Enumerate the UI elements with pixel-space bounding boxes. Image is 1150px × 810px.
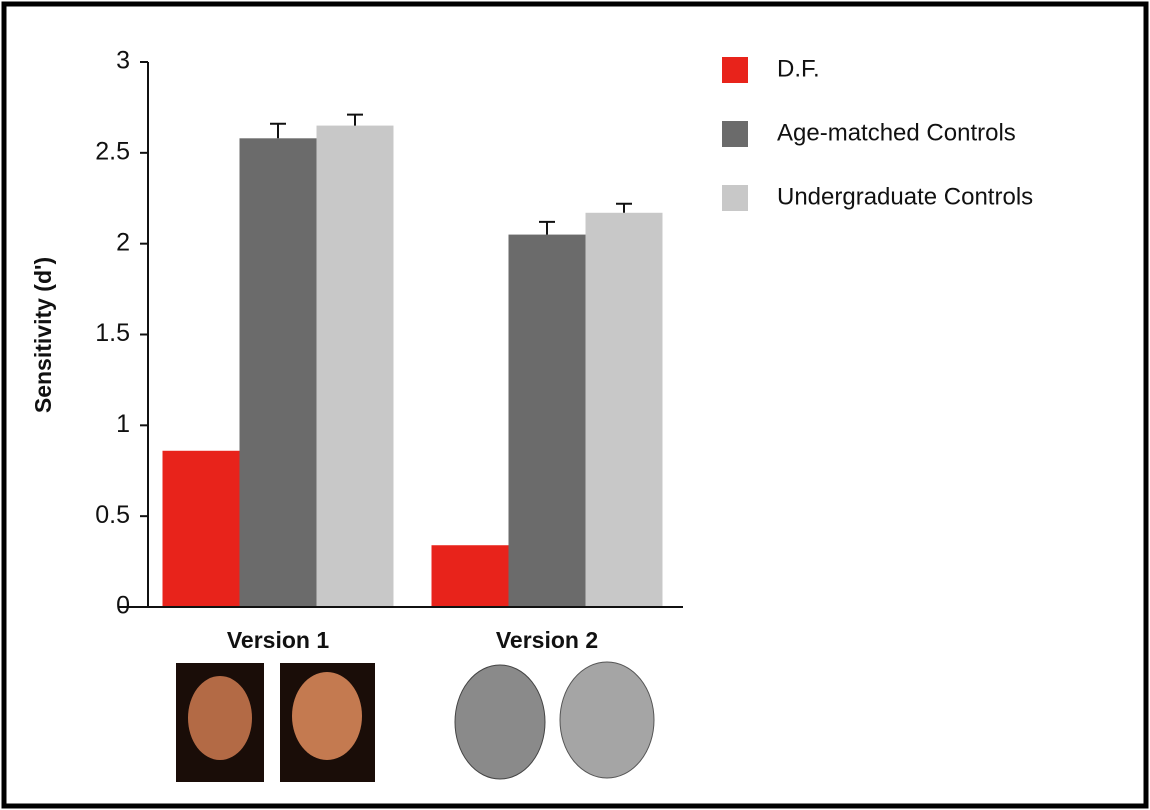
legend-swatch bbox=[722, 57, 748, 83]
face bbox=[188, 676, 252, 760]
x-tick-label: Version 1 bbox=[227, 627, 329, 653]
face-texture bbox=[559, 661, 655, 779]
face bbox=[292, 672, 362, 760]
legend-label: Age-matched Controls bbox=[777, 119, 1016, 146]
bar bbox=[431, 545, 509, 607]
bar bbox=[239, 138, 317, 608]
y-tick-label: 1 bbox=[116, 410, 130, 438]
y-tick-label: 1.5 bbox=[95, 319, 130, 347]
bar bbox=[316, 125, 394, 607]
legend-label: D.F. bbox=[777, 55, 820, 82]
bar bbox=[162, 450, 240, 607]
legend-swatch bbox=[722, 121, 748, 147]
y-tick-label: 3 bbox=[116, 47, 130, 75]
y-tick-label: 0.5 bbox=[95, 501, 130, 529]
face-images bbox=[176, 661, 655, 782]
error-bar bbox=[539, 220, 555, 235]
x-tick-label: Version 2 bbox=[496, 627, 598, 653]
legend-label: Undergraduate Controls bbox=[777, 183, 1033, 210]
error-bar bbox=[347, 113, 363, 126]
error-bar bbox=[270, 122, 286, 139]
bar bbox=[508, 234, 586, 608]
y-tick-label: 2.5 bbox=[95, 137, 130, 165]
face-texture bbox=[454, 664, 546, 780]
y-tick-label: 2 bbox=[116, 228, 130, 256]
y-axis-label: Sensitivity (d') bbox=[30, 257, 56, 413]
y-tick-label: 0 bbox=[116, 592, 130, 620]
legend-swatch bbox=[722, 185, 748, 211]
bar bbox=[585, 212, 663, 608]
error-bar bbox=[616, 202, 632, 213]
